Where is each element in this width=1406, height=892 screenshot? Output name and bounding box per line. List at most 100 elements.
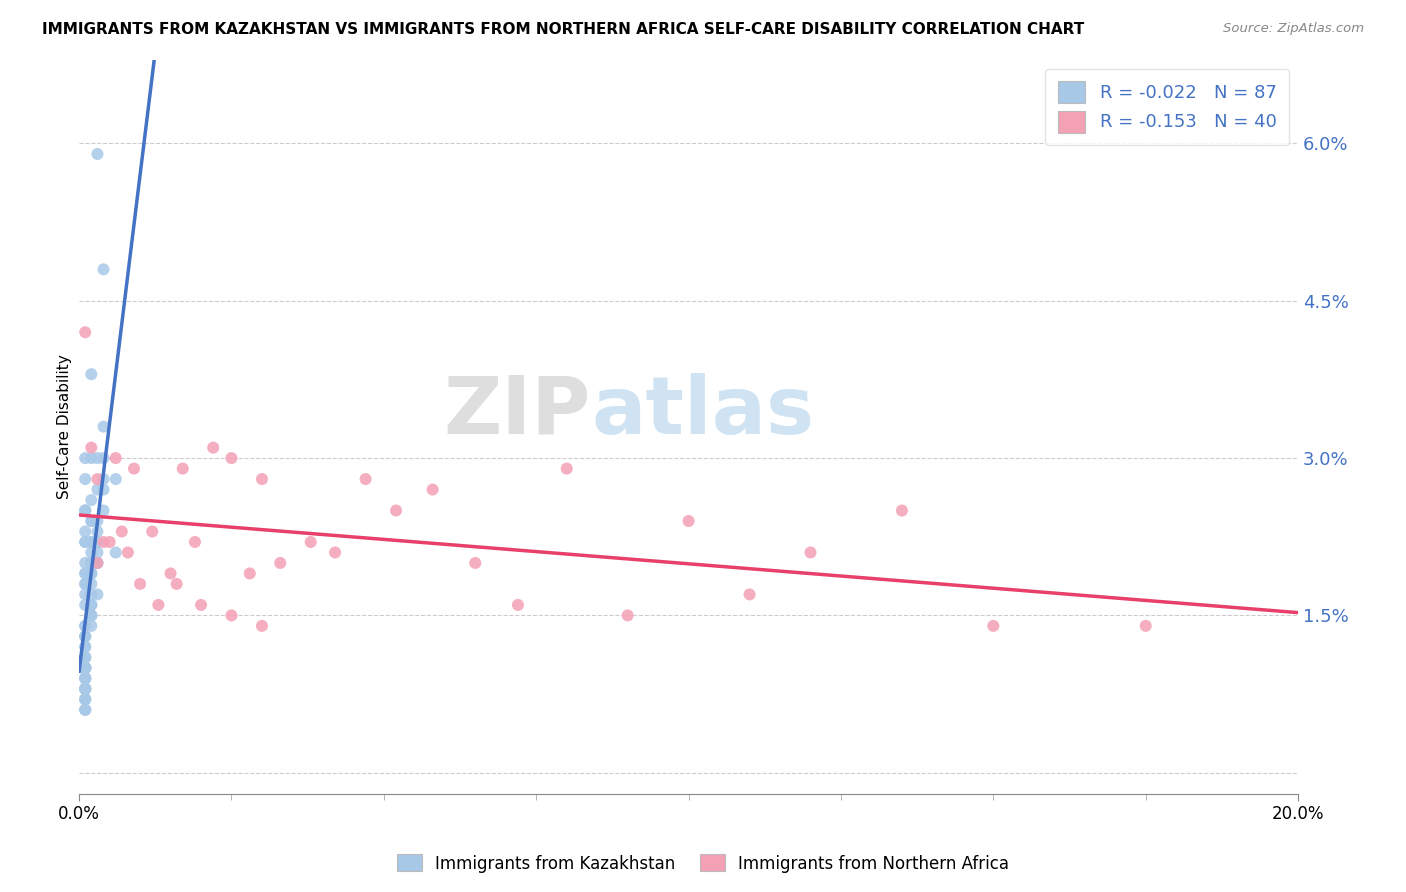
Point [678,514,700,528]
Point [555,461,578,475]
Point [202,441,225,455]
Point [104,451,127,466]
Point [86,472,108,486]
Point [75,598,97,612]
Point [1135,619,1157,633]
Point [75,681,97,696]
Point [75,629,97,643]
Point [75,681,97,696]
Point [86,545,108,559]
Point [98,535,121,549]
Point [93,483,115,497]
Point [86,556,108,570]
Point [80,598,103,612]
Point [80,608,103,623]
Point [75,681,97,696]
Point [86,587,108,601]
Point [75,661,97,675]
Point [75,661,97,675]
Point [75,650,97,665]
Text: atlas: atlas [591,373,814,451]
Point [80,608,103,623]
Point [75,577,97,591]
Point [80,545,103,559]
Point [80,608,103,623]
Point [75,692,97,706]
Point [104,545,127,559]
Point [75,671,97,685]
Point [86,483,108,497]
Point [75,661,97,675]
Point [75,556,97,570]
Point [75,535,97,549]
Point [93,503,115,517]
Text: Source: ZipAtlas.com: Source: ZipAtlas.com [1223,22,1364,36]
Point [75,671,97,685]
Point [221,451,243,466]
Point [422,483,444,497]
Point [75,503,97,517]
Point [75,650,97,665]
Point [890,503,912,517]
Point [80,535,103,549]
Point [75,566,97,581]
Point [75,703,97,717]
Point [148,598,170,612]
Point [86,556,108,570]
Point [75,325,97,339]
Point [172,461,194,475]
Point [75,535,97,549]
Point [75,472,97,486]
Point [75,661,97,675]
Point [75,661,97,675]
Point [75,619,97,633]
Point [75,671,97,685]
Point [80,451,103,466]
Point [75,661,97,675]
Y-axis label: Self-Care Disability: Self-Care Disability [58,354,72,499]
Point [75,629,97,643]
Point [75,503,97,517]
Point [80,556,103,570]
Point [299,535,322,549]
Point [93,535,115,549]
Point [184,535,207,549]
Point [250,472,273,486]
Point [86,147,108,161]
Point [75,587,97,601]
Point [93,451,115,466]
Point [250,619,273,633]
Point [75,629,97,643]
Point [75,703,97,717]
Point [86,535,108,549]
Point [75,566,97,581]
Point [75,671,97,685]
Point [80,566,103,581]
Point [75,661,97,675]
Point [506,598,529,612]
Text: ZIP: ZIP [444,373,591,451]
Point [738,587,761,601]
Point [75,524,97,539]
Point [129,577,152,591]
Point [75,577,97,591]
Point [190,598,212,612]
Point [80,619,103,633]
Point [80,587,103,601]
Point [983,619,1005,633]
Point [80,514,103,528]
Point [354,472,377,486]
Point [75,619,97,633]
Point [221,608,243,623]
Point [141,524,163,539]
Point [80,514,103,528]
Point [122,461,145,475]
Point [464,556,486,570]
Legend: R = -0.022   N = 87, R = -0.153   N = 40: R = -0.022 N = 87, R = -0.153 N = 40 [1046,69,1289,145]
Point [117,545,139,559]
Point [75,503,97,517]
Point [385,503,408,517]
Point [166,577,188,591]
Point [75,640,97,654]
Point [93,419,115,434]
